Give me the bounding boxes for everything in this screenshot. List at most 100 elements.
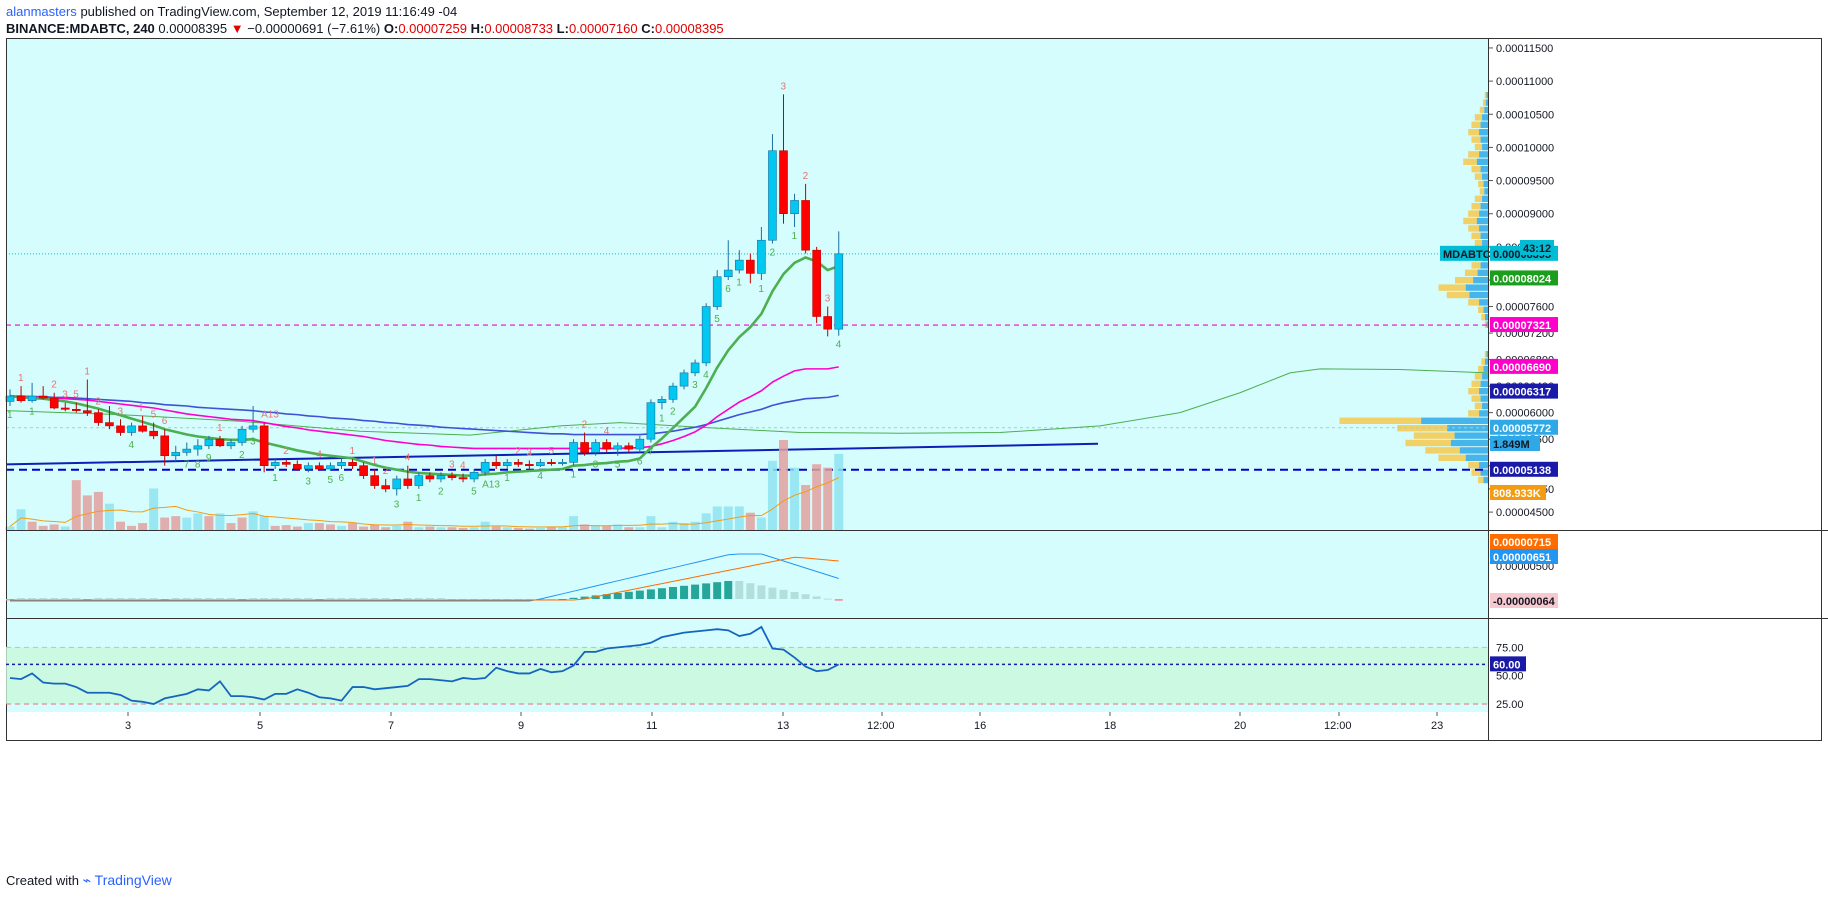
rsi-band (6, 647, 1488, 705)
volume-bar (569, 516, 579, 530)
macd-histogram-bar (293, 598, 302, 599)
time-axis-tick-label: 23 (1431, 720, 1443, 732)
time-axis-tick-label: 18 (1104, 720, 1116, 732)
volume-bar (127, 525, 137, 530)
volume-profile-bar (1474, 114, 1483, 121)
volume-profile-bar (1471, 166, 1481, 173)
volume-profile-bar (1479, 151, 1488, 158)
published-text: published on TradingView.com, September … (80, 4, 458, 19)
td-annotation: I (140, 403, 143, 414)
macd-histogram-bar (381, 598, 390, 599)
candle-body (270, 462, 280, 466)
volume-profile-bar (1484, 188, 1488, 195)
macd-histogram-bar (646, 589, 655, 599)
volume-bar (491, 526, 501, 530)
volume-profile-bar (1474, 240, 1483, 247)
candle-body (580, 442, 589, 453)
macd-histogram-bar (171, 598, 180, 599)
macd-histogram-bar (757, 585, 766, 599)
volume-bar (812, 464, 822, 530)
td-annotation: 1 (18, 373, 24, 384)
volume-bar (82, 495, 92, 530)
volume-profile-bar (1468, 210, 1480, 217)
volume-bar (71, 480, 81, 530)
volume-profile-bar (1474, 402, 1483, 410)
volume-bar (657, 527, 667, 530)
td-annotation: 4 (836, 340, 842, 351)
td-annotation: 8 (195, 460, 201, 471)
tradingview-brand-link[interactable]: TradingView (94, 872, 172, 888)
volume-profile-bar (1468, 299, 1480, 306)
candle-body (812, 249, 821, 317)
td-annotation: 3 (118, 406, 124, 417)
volume-profile-bar (1479, 210, 1488, 217)
volume-bar (436, 527, 446, 530)
candle-body (525, 464, 534, 466)
volume-profile-bar (1480, 166, 1488, 173)
price-axis-tick-label: 0.00009000 (1496, 209, 1554, 221)
candle-body (193, 445, 203, 450)
macd-label-bg (1490, 534, 1558, 549)
price-axis-label: 1.849M (1493, 439, 1530, 451)
volume-profile-bar (1474, 173, 1483, 180)
candle-body (5, 395, 15, 402)
volume-profile-bar (1482, 373, 1488, 380)
chart-border (6, 38, 1822, 741)
time-axis-tick-label: 9 (518, 720, 524, 732)
macd-histogram-bar (215, 598, 224, 599)
time-axis-tick-label: 5 (257, 720, 263, 732)
td-annotation: 3 (449, 459, 455, 470)
volume-bar (458, 527, 468, 530)
macd-histogram-bar (613, 593, 622, 599)
macd-histogram-bar (823, 598, 832, 600)
volume-bar (149, 488, 159, 530)
volume-profile-bar (1479, 462, 1488, 469)
macd-signal-line (10, 556, 839, 601)
candle-body (83, 410, 92, 413)
candle-body (458, 477, 468, 480)
volume-ma-line (9, 477, 839, 528)
volume-profile-bar (1485, 314, 1488, 321)
price-axis-label: 43:12 (1523, 243, 1551, 255)
price-axis-label-bg (1490, 419, 1558, 435)
macd-histogram-bar (635, 590, 644, 599)
macd-histogram-bar (436, 598, 445, 599)
volume-profile-bar (1485, 99, 1488, 106)
macd-histogram-bar (17, 598, 26, 599)
price-axis-tick-label: 0.00007600 (1496, 302, 1554, 314)
td-annotation: 5 (548, 446, 554, 457)
td-annotation: 3 (305, 476, 311, 487)
td-annotation: 3 (394, 500, 400, 511)
volume-profile-bar (1479, 106, 1485, 114)
price-axis-label: 0.00007321 (1493, 320, 1551, 332)
volume-profile-bar (1464, 269, 1478, 276)
volume-profile-bar (1478, 476, 1484, 484)
td-annotation: 2 (383, 466, 389, 477)
td-annotation: 9 (206, 453, 212, 464)
candle-body (348, 462, 357, 466)
candle-body (613, 445, 623, 450)
time-axis-tick-label: 7 (388, 720, 394, 732)
long-average-line (5, 368, 1489, 436)
volume-bar (745, 512, 755, 530)
volume-profile-bar (1484, 106, 1488, 114)
author-link[interactable]: alanmasters (6, 4, 77, 19)
symbol-label[interactable]: BINANCE:MDABTC, 240 (6, 21, 155, 36)
macd-label-bg (1490, 593, 1558, 608)
volume-profile-bar (1474, 143, 1483, 151)
candle-body (381, 485, 391, 490)
candle-body (757, 239, 766, 274)
td-annotation: 2 (582, 420, 588, 431)
volume-profile-bar (1405, 439, 1451, 447)
td-annotation: 2 (283, 446, 289, 457)
volume-bar (624, 527, 634, 530)
macd-label: 0.00000651 (1493, 552, 1551, 564)
td-annotation: 1 (736, 277, 742, 288)
volume-profile-bar (1479, 410, 1488, 417)
volume-profile-bar (1479, 388, 1488, 395)
volume-profile-bar (1483, 180, 1488, 188)
candle-body (746, 259, 755, 274)
td-annotation: 3 (692, 380, 698, 391)
volume-bar (204, 516, 214, 530)
